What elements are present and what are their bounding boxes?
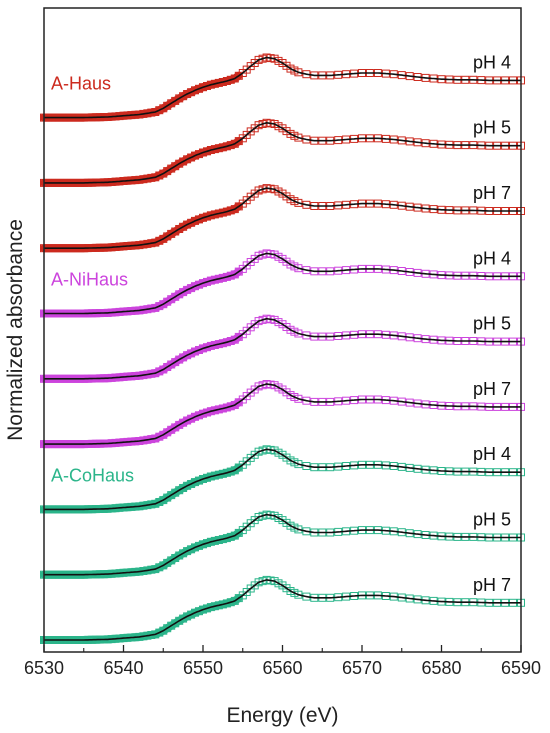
- series-a-haus-ph7: [40, 184, 525, 253]
- x-axis-title: Energy (eV): [226, 704, 338, 727]
- series-a-cohaus-ph5: [40, 510, 525, 579]
- ph-label: pH 5: [473, 118, 511, 138]
- data-point: [294, 133, 303, 142]
- series-a-haus-ph4: [40, 53, 525, 122]
- fit-line: [44, 56, 521, 119]
- x-tick-label: 6540: [103, 658, 143, 678]
- series-layer: [40, 53, 525, 644]
- data-point: [294, 460, 303, 469]
- data-point: [294, 329, 303, 338]
- data-point: [294, 198, 303, 207]
- ph-label: pH 4: [473, 248, 511, 268]
- x-axis: 6530 6540 6550 6560 6570 6580 6590: [24, 645, 541, 678]
- group-label-a-haus: A-Haus: [51, 74, 111, 94]
- x-tick-label: 6570: [342, 658, 382, 678]
- group-label-a-nihaus: A-NiHaus: [51, 270, 128, 290]
- group-label-a-cohaus: A-CoHaus: [51, 465, 134, 485]
- x-tick-label: 6560: [262, 658, 302, 678]
- y-axis-title: Normalized absorbance: [4, 219, 27, 441]
- x-tick-label: 6580: [421, 658, 461, 678]
- data-point: [294, 590, 303, 599]
- fit-line: [44, 252, 521, 315]
- series-a-cohaus-ph4: [40, 445, 525, 514]
- ph-label: pH 5: [473, 510, 511, 530]
- data-point: [294, 394, 303, 403]
- fit-line: [44, 121, 521, 184]
- fit-line: [44, 187, 521, 249]
- fit-line: [44, 448, 521, 511]
- series-a-cohaus-ph7: [40, 575, 525, 644]
- ph-label: pH 7: [473, 575, 511, 595]
- ph-label: pH 4: [473, 444, 511, 464]
- fit-line: [44, 383, 521, 445]
- x-tick-label: 6590: [501, 658, 541, 678]
- series-a-nihaus-ph4: [40, 249, 525, 318]
- ph-label: pH 7: [473, 379, 511, 399]
- data-point: [294, 525, 303, 534]
- x-tick-label: 6530: [24, 658, 64, 678]
- ph-label: pH 7: [473, 183, 511, 203]
- ph-label: pH 4: [473, 52, 511, 72]
- x-tick-label: 6550: [183, 658, 223, 678]
- data-point: [294, 264, 303, 273]
- series-a-nihaus-ph7: [40, 380, 525, 449]
- label-layer: pH 4 pH 5 pH 7 pH 4 pH 5 pH 7 pH 4 pH 5 pH 7 A-Ha…: [51, 52, 511, 594]
- fit-line: [44, 317, 521, 380]
- ph-label: pH 5: [473, 314, 511, 334]
- series-a-nihaus-ph5: [40, 314, 525, 383]
- series-a-haus-ph5: [40, 118, 525, 187]
- fit-line: [44, 513, 521, 576]
- data-point: [294, 68, 303, 77]
- fit-line: [44, 579, 521, 641]
